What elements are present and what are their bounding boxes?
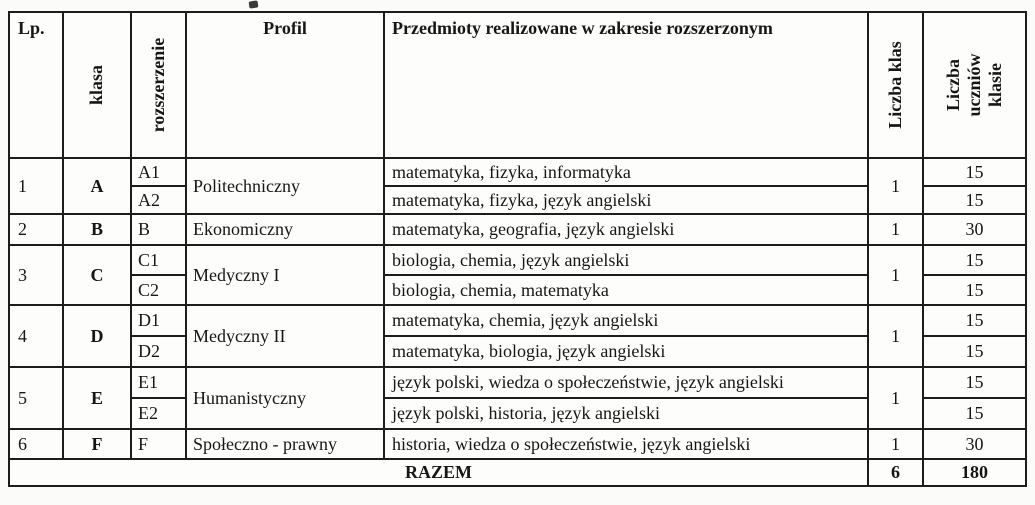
cell-liczba-uczniow: 15 bbox=[922, 274, 1027, 306]
razem-liczba-klas-cell: 6 bbox=[867, 458, 924, 487]
cell-profil: Społeczno - prawny bbox=[185, 428, 385, 460]
header-przedmioty: Przedmioty realizowane w zakresie rozsze… bbox=[383, 11, 869, 159]
cell-profil: Politechniczny bbox=[185, 157, 385, 215]
table-row: 6 F F Społeczno - prawny historia, wiedz… bbox=[8, 428, 1027, 460]
header-klasa: klasa bbox=[62, 11, 132, 159]
cell-lp: 4 bbox=[8, 304, 64, 368]
cell-przedmioty: biologia, chemia, język angielski bbox=[383, 244, 869, 276]
cell-liczba-uczniow: 15 bbox=[922, 397, 1027, 430]
header-lp: Lp. bbox=[8, 11, 64, 159]
table-row: E2 język polski, historia, język angiels… bbox=[9, 397, 1027, 430]
table-row: 5 E E1 Humanistyczny język polski, wiedz… bbox=[8, 366, 1027, 430]
razem-label-cell: RAZEM bbox=[8, 458, 869, 487]
table-header-row: Lp. klasa rozszerzenie Profil Przedmioty… bbox=[8, 11, 1027, 159]
header-rozszerzenie-label: rozszerzenie bbox=[147, 37, 168, 133]
cell-rozszerzenie: B bbox=[130, 213, 187, 246]
cell-klasa: C bbox=[62, 244, 132, 306]
cell-przedmioty: matematyka, chemia, język angielski bbox=[383, 304, 869, 337]
cell-liczba-uczniow: 15 bbox=[922, 157, 1027, 187]
cell-przedmioty: matematyka, biologia, język angielski bbox=[383, 335, 869, 368]
summary-row: RAZEM 6 180 bbox=[8, 458, 1027, 487]
header-liczba-uczniow: Liczba uczniów klasie bbox=[922, 11, 1027, 159]
cell-liczba-klas: 1 bbox=[867, 366, 924, 430]
table-row: C2 biologia, chemia, matematyka 15 bbox=[9, 274, 1027, 306]
cell-klasa: E bbox=[62, 366, 132, 430]
cell-rozszerzenie: E1 bbox=[130, 366, 187, 399]
cell-rozszerzenie: C2 bbox=[130, 274, 187, 306]
header-liczba-klas: Liczba klas bbox=[867, 11, 924, 159]
cell-klasa: D bbox=[62, 304, 132, 368]
cell-lp: 5 bbox=[8, 366, 64, 430]
header-klasa-label: klasa bbox=[86, 64, 107, 106]
class-profiles-table: Lp. klasa rozszerzenie Profil Przedmioty… bbox=[8, 11, 1027, 487]
cell-rozszerzenie: D1 bbox=[130, 304, 187, 337]
table-row: A2 matematyka, fizyka, język angielski 1… bbox=[9, 185, 1027, 215]
cell-klasa: B bbox=[62, 213, 132, 246]
cell-lp: 1 bbox=[8, 157, 64, 215]
cell-liczba-uczniow: 30 bbox=[922, 428, 1027, 460]
cell-liczba-klas: 1 bbox=[867, 428, 924, 460]
cell-liczba-klas: 1 bbox=[867, 157, 924, 215]
table-row: 1 A A1 Politechniczny matematyka, fizyka… bbox=[8, 157, 1027, 215]
cell-liczba-uczniow: 30 bbox=[922, 213, 1027, 246]
scan-artifact-mark bbox=[248, 0, 259, 9]
cell-przedmioty: biologia, chemia, matematyka bbox=[383, 274, 869, 306]
cell-liczba-uczniow: 15 bbox=[922, 366, 1027, 399]
cell-liczba-uczniow: 15 bbox=[922, 304, 1027, 337]
cell-rozszerzenie: D2 bbox=[130, 335, 187, 368]
table-row: 2 B B Ekonomiczny matematyka, geografia,… bbox=[8, 213, 1027, 246]
cell-rozszerzenie: E2 bbox=[130, 397, 187, 430]
cell-przedmioty: matematyka, fizyka, informatyka bbox=[383, 157, 869, 187]
cell-liczba-klas: 1 bbox=[867, 244, 924, 306]
cell-klasa: A bbox=[62, 157, 132, 215]
cell-rozszerzenie: C1 bbox=[130, 244, 187, 276]
cell-klasa: F bbox=[62, 428, 132, 460]
cell-profil: Medyczny I bbox=[185, 244, 385, 306]
header-rozszerzenie: rozszerzenie bbox=[130, 11, 187, 159]
header-liczba-uczniow-label: Liczba uczniów klasie bbox=[942, 53, 1006, 117]
cell-przedmioty: język polski, wiedza o społeczeństwie, j… bbox=[383, 366, 869, 399]
header-profil: Profil bbox=[185, 11, 385, 159]
cell-liczba-uczniow: 15 bbox=[922, 185, 1027, 215]
cell-przedmioty: historia, wiedza o społeczeństwie, język… bbox=[383, 428, 869, 460]
cell-liczba-uczniow: 15 bbox=[922, 335, 1027, 368]
cell-rozszerzenie: A1 bbox=[130, 157, 187, 187]
cell-przedmioty: matematyka, geografia, język angielski bbox=[383, 213, 869, 246]
cell-lp: 6 bbox=[8, 428, 64, 460]
razem-liczba-uczniow-cell: 180 bbox=[922, 458, 1027, 487]
table-row: 3 C C1 Medyczny I biologia, chemia, języ… bbox=[8, 244, 1027, 306]
cell-lp: 3 bbox=[8, 244, 64, 306]
cell-liczba-klas: 1 bbox=[867, 304, 924, 368]
cell-profil: Ekonomiczny bbox=[185, 213, 385, 246]
cell-profil: Medyczny II bbox=[185, 304, 385, 368]
header-liczba-klas-label: Liczba klas bbox=[884, 41, 905, 129]
cell-rozszerzenie: F bbox=[130, 428, 187, 460]
cell-lp: 2 bbox=[8, 213, 64, 246]
table-row: 4 D D1 Medyczny II matematyka, chemia, j… bbox=[8, 304, 1027, 368]
cell-liczba-uczniow: 15 bbox=[922, 244, 1027, 276]
cell-rozszerzenie: A2 bbox=[130, 185, 187, 215]
table-row: D2 matematyka, biologia, język angielski… bbox=[9, 335, 1027, 368]
cell-liczba-klas: 1 bbox=[867, 213, 924, 246]
cell-przedmioty: matematyka, fizyka, język angielski bbox=[383, 185, 869, 215]
cell-profil: Humanistyczny bbox=[185, 366, 385, 430]
cell-przedmioty: język polski, historia, język angielski bbox=[383, 397, 869, 430]
